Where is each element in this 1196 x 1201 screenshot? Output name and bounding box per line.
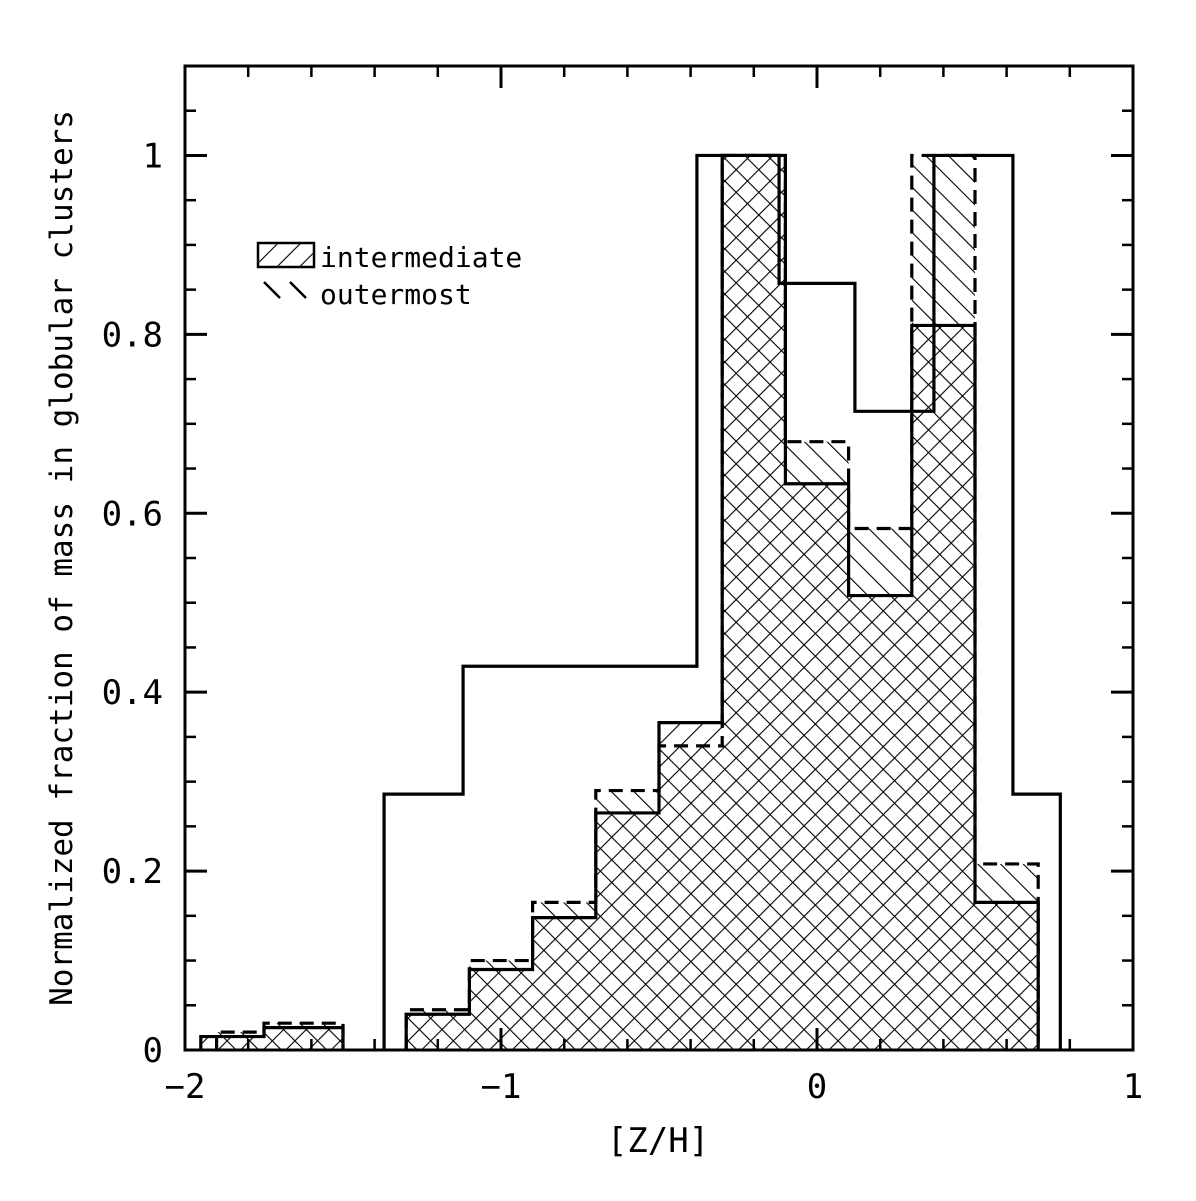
histogram-outline-outermost [215,153,1040,1050]
bar-outermost-11 [911,155,975,1051]
bar-outermost-8 [722,155,786,1051]
y-tick-label: 0.8 [102,315,163,355]
y-tick-label: 0.2 [102,852,163,892]
bar-outermost-5 [532,902,596,1050]
legend-swatch-outermost-stroke [289,281,307,299]
legend-swatch-outermost-stroke [263,281,281,299]
bar-outlines-layer [199,153,1062,1050]
legend: intermediate outermost [256,241,522,311]
axes-layer: −2 −1 0 1 0 0.2 0.4 0.6 0.8 1 [102,64,1143,1107]
bar-fills-layer [200,155,1039,1051]
x-tick-label: −2 [165,1067,206,1107]
bar-outermost-6 [595,790,659,1050]
legend-label-outermost: outermost [320,278,472,311]
y-tick-label: 0.4 [102,673,163,713]
bar-outermost-12 [975,863,1039,1050]
y-tick-label: 1 [143,136,163,176]
bar-outermost-10 [848,528,912,1050]
y-axis-label: Normalized fraction of mass in globular … [44,110,80,1006]
labels-layer: [Z/H] Normalized fraction of mass in glo… [44,110,709,1161]
bar-outermost-9 [785,441,849,1050]
histogram-outline-main [382,153,1062,1050]
x-tick-label: −1 [481,1067,522,1107]
legend-label-intermediate: intermediate [320,241,522,274]
legend-swatch-intermediate [256,241,316,269]
y-tick-label: 0 [143,1031,163,1071]
x-tick-label: 1 [1123,1067,1143,1107]
x-axis-label: [Z/H] [607,1121,709,1161]
bar-outermost-0 [216,1032,249,1050]
bar-outermost-7 [659,745,723,1050]
y-tick-label: 0.6 [102,494,163,534]
bar-outermost-1 [248,1032,264,1050]
x-tick-label: 0 [807,1067,827,1107]
